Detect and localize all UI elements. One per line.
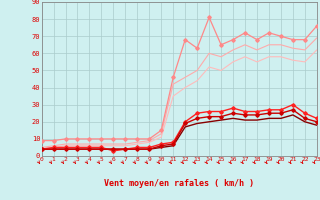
X-axis label: Vent moyen/en rafales ( km/h ): Vent moyen/en rafales ( km/h ): [104, 179, 254, 188]
